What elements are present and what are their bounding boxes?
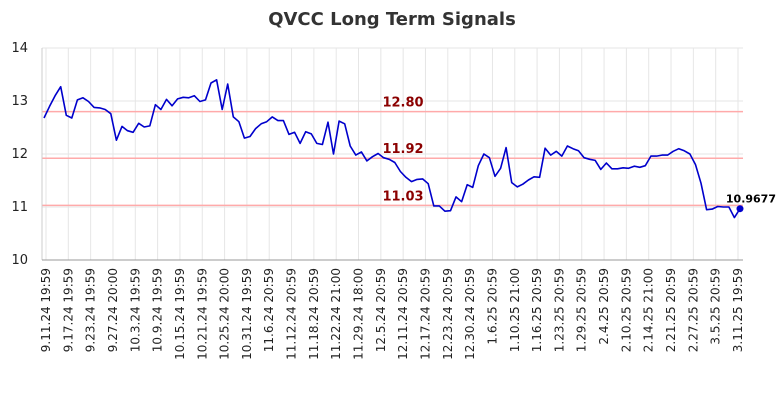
x-tick-label: 1.23.25 20:59 [552, 268, 566, 352]
x-tick-label: 11.6.24 20:59 [262, 268, 276, 352]
x-tick-label: 12.11.24 20:59 [396, 268, 410, 360]
axes: 10 11 12 13 14 9.11.24 19:59 9.17.24 19:59 9.23… [11, 41, 745, 360]
x-tick-label: 10.31.24 19:59 [240, 268, 254, 360]
signal-level-label: 11.92 [382, 142, 423, 157]
x-tick-label: 12.23.24 20:59 [441, 268, 455, 360]
x-tick-label: 9.17.24 19:59 [61, 268, 75, 352]
x-tick-label: 9.23.24 19:59 [84, 268, 98, 352]
x-tick-label: 10.9.24 19:59 [151, 268, 165, 352]
last-value-marker [736, 205, 744, 213]
signal-levels [42, 110, 743, 207]
x-tick-label: 11.18.24 20:59 [307, 268, 321, 360]
x-tick-label: 12.17.24 20:59 [418, 268, 432, 360]
price-series [43, 79, 744, 219]
grid [42, 47, 743, 261]
x-tick-label: 2.14.25 21:00 [642, 268, 656, 352]
x-tick-label: 10.3.24 19:59 [128, 268, 142, 352]
y-tick-label: 11 [11, 200, 28, 215]
x-tick-label: 9.27.24 20:00 [106, 268, 120, 352]
x-tick-label: 12.5.24 20:59 [374, 268, 388, 352]
x-tick-label: 1.16.25 20:59 [530, 268, 544, 352]
annotations: 12.80 11.92 11.03 10.9677 [382, 96, 776, 206]
x-tick-label: 10.15.24 19:59 [173, 268, 187, 360]
y-tick-label: 12 [11, 147, 28, 162]
x-tick-label: 11.12.24 20:59 [285, 268, 299, 360]
x-tick-label: 9.11.24 19:59 [39, 268, 53, 352]
y-tick-label: 14 [11, 41, 28, 56]
x-tick-label: 10.21.24 19:59 [195, 268, 209, 360]
signal-level-label: 12.80 [382, 96, 423, 111]
x-tick-label: 2.4.25 20:59 [597, 268, 611, 345]
x-tick-label: 2.21.25 20:59 [664, 268, 678, 352]
chart-title: QVCC Long Term Signals [268, 9, 516, 30]
x-tick-label: 2.27.25 20:59 [686, 268, 700, 352]
x-tick-label: 1.6.25 20:59 [485, 268, 499, 345]
x-tick-label: 2.10.25 20:59 [619, 268, 633, 352]
x-tick-label: 10.25.24 20:00 [218, 268, 232, 360]
y-tick-label: 13 [11, 94, 28, 109]
last-value-label: 10.9677 [726, 193, 776, 206]
x-tick-label: 12.30.24 20:59 [463, 268, 477, 360]
x-tick-label: 11.29.24 18:00 [352, 268, 366, 360]
x-tick-label: 3.11.25 19:59 [731, 268, 745, 352]
x-tick-label: 1.10.25 21:00 [508, 268, 522, 352]
price-line [43, 79, 741, 219]
x-tick-label: 11.22.24 21:00 [329, 268, 343, 360]
y-tick-label: 10 [11, 253, 28, 268]
signal-level-label: 11.03 [382, 189, 423, 204]
x-tick-label: 1.29.25 20:59 [575, 268, 589, 352]
x-tick-label: 3.5.25 20:59 [709, 268, 723, 345]
